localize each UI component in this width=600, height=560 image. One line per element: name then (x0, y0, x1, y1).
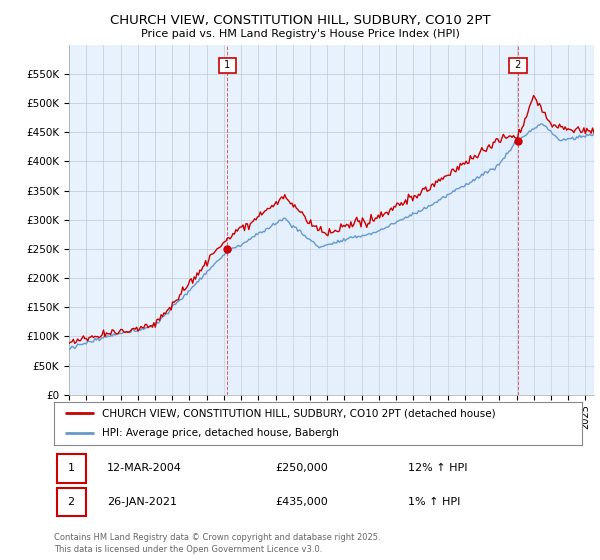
Text: 26-JAN-2021: 26-JAN-2021 (107, 497, 177, 507)
Text: CHURCH VIEW, CONSTITUTION HILL, SUDBURY, CO10 2PT (detached house): CHURCH VIEW, CONSTITUTION HILL, SUDBURY,… (101, 408, 495, 418)
Text: 12% ↑ HPI: 12% ↑ HPI (408, 464, 467, 473)
Text: 1: 1 (67, 464, 74, 473)
Text: CHURCH VIEW, CONSTITUTION HILL, SUDBURY, CO10 2PT: CHURCH VIEW, CONSTITUTION HILL, SUDBURY,… (110, 14, 490, 27)
Text: HPI: Average price, detached house, Babergh: HPI: Average price, detached house, Babe… (101, 428, 338, 438)
Text: 12-MAR-2004: 12-MAR-2004 (107, 464, 182, 473)
Text: Contains HM Land Registry data © Crown copyright and database right 2025.: Contains HM Land Registry data © Crown c… (54, 533, 380, 542)
Text: £250,000: £250,000 (276, 464, 329, 473)
Bar (56, 488, 86, 516)
Text: This data is licensed under the Open Government Licence v3.0.: This data is licensed under the Open Gov… (54, 545, 322, 554)
Text: Price paid vs. HM Land Registry's House Price Index (HPI): Price paid vs. HM Land Registry's House … (140, 29, 460, 39)
Text: 1% ↑ HPI: 1% ↑ HPI (408, 497, 460, 507)
Text: 2: 2 (67, 497, 74, 507)
Bar (56, 454, 86, 483)
Text: 1: 1 (221, 60, 233, 70)
Text: £435,000: £435,000 (276, 497, 329, 507)
Text: 2: 2 (512, 60, 524, 70)
